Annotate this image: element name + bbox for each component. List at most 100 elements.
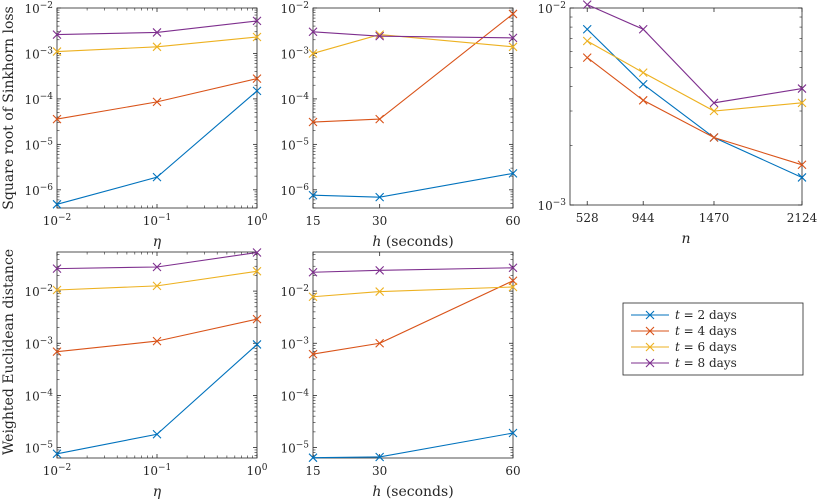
data-point xyxy=(252,32,262,42)
data-point xyxy=(152,42,162,52)
legend-marker xyxy=(645,342,655,352)
series-t6 xyxy=(582,36,807,116)
y-tick-label: 10−4 xyxy=(24,92,53,107)
legend-label: t = 8 days xyxy=(675,356,737,370)
data-point xyxy=(375,31,385,41)
data-point xyxy=(508,282,518,292)
plot-frame xyxy=(312,251,514,459)
y-tick-label: 10−5 xyxy=(24,137,53,152)
x-tick-label: 2124 xyxy=(787,211,818,225)
series-line xyxy=(56,318,258,353)
series-t4 xyxy=(308,276,518,359)
series-line xyxy=(586,57,803,166)
data-point xyxy=(152,97,162,107)
series-t8 xyxy=(582,0,807,108)
series-t2 xyxy=(582,24,807,182)
chart-bottom-eta: 10−5 10−4 10−3 10−2 10−2 10−1 100 η xyxy=(24,248,268,500)
series-t4 xyxy=(308,9,518,127)
series-line xyxy=(56,90,258,205)
chart-top-eta: 10−6 10−5 10−4 10−3 10−2 10−2 10−1 100 η xyxy=(24,1,267,250)
x-tick-label: 10−2 xyxy=(43,463,72,478)
data-point xyxy=(252,340,262,349)
x-tick-label: 100 xyxy=(246,463,267,478)
y-label-bottom: Weighted Euclidean distance xyxy=(1,249,17,455)
plot-frame xyxy=(569,7,803,206)
data-point xyxy=(52,449,62,459)
data-point xyxy=(797,173,807,182)
series-t8 xyxy=(52,16,262,39)
x-tick-label: 10−1 xyxy=(143,213,172,228)
y-tick-label: 10−3 xyxy=(24,46,53,61)
data-point xyxy=(709,106,719,116)
y-tick-label: 10−2 xyxy=(24,1,53,16)
data-point xyxy=(375,338,385,348)
x-tick-label: 10−1 xyxy=(143,463,172,478)
series-line xyxy=(312,172,514,198)
x-axis-label: h (seconds) xyxy=(372,484,453,500)
legend-entry-t6: t = 6 days xyxy=(631,340,737,354)
data-point xyxy=(308,349,318,359)
series-line xyxy=(312,432,514,459)
series-line xyxy=(56,78,258,120)
charts-group: 10−6 10−5 10−4 10−3 10−2 10−2 10−1 100 η 10−6 10−5… xyxy=(24,0,818,500)
series-line xyxy=(56,344,258,455)
legend-marker xyxy=(645,310,655,320)
data-point xyxy=(508,428,518,438)
legend-entry-t2: t = 2 days xyxy=(631,308,737,322)
data-point xyxy=(582,36,592,46)
x-tick-label: 15 xyxy=(305,464,320,478)
data-point xyxy=(797,160,807,170)
legend-label: t = 2 days xyxy=(675,308,737,322)
x-tick-label: 60 xyxy=(505,464,520,478)
y-tick-label: 10−3 xyxy=(280,336,309,351)
data-point xyxy=(582,24,592,34)
y-tick-label: 10−2 xyxy=(537,1,566,16)
data-point xyxy=(308,117,318,127)
x-tick-label: 60 xyxy=(505,214,520,228)
x-tick-label: 100 xyxy=(246,213,267,228)
data-point xyxy=(152,429,162,439)
data-point xyxy=(375,452,385,462)
y-tick-label: 10−2 xyxy=(280,1,309,16)
series-t8 xyxy=(52,248,262,274)
y-tick-label: 10−5 xyxy=(24,441,53,456)
legend-entry-t4: t = 4 days xyxy=(631,324,737,338)
data-point xyxy=(797,98,807,108)
data-point xyxy=(152,28,162,37)
data-point xyxy=(508,276,518,286)
series-t4 xyxy=(582,53,807,170)
series-t4 xyxy=(52,314,262,357)
legend-entry-t8: t = 8 days xyxy=(631,356,737,370)
data-point xyxy=(308,453,318,463)
data-point xyxy=(252,266,262,276)
data-point xyxy=(638,79,648,89)
data-point xyxy=(709,133,719,142)
data-point xyxy=(252,248,262,257)
series-line xyxy=(312,31,514,39)
series-line xyxy=(312,280,514,355)
data-point xyxy=(508,42,518,52)
data-point xyxy=(582,53,592,62)
series-t2 xyxy=(52,340,262,459)
series-line xyxy=(56,270,258,291)
y-tick-label: 10−5 xyxy=(280,137,309,152)
y-tick-label: 10−2 xyxy=(24,284,53,299)
series-line xyxy=(312,267,514,273)
legend: t = 2 days t = 4 days t = 6 days t = 8 days xyxy=(622,302,804,376)
series-t2 xyxy=(308,428,518,463)
y-tick-label: 10−4 xyxy=(280,388,309,403)
y-tick-label: 10−2 xyxy=(280,284,309,299)
data-point xyxy=(797,84,807,93)
y-label-top: Square root of Sinkhorn loss xyxy=(1,6,17,209)
series-line xyxy=(587,4,803,104)
series-line xyxy=(56,36,258,53)
y-tick-label: 10−6 xyxy=(280,183,309,198)
data-point xyxy=(375,30,385,39)
data-point xyxy=(152,281,162,291)
series-t8 xyxy=(308,263,518,277)
series-t6 xyxy=(52,266,262,295)
chart-top-h: 10−6 10−5 10−4 10−3 10−2 15 30 60 h (seconds) xyxy=(280,1,520,250)
series-t6 xyxy=(308,282,518,302)
series-t4 xyxy=(52,74,262,124)
